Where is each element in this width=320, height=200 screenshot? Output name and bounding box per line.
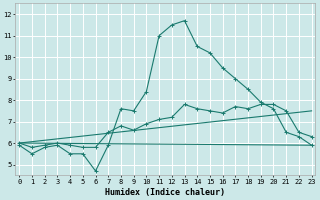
X-axis label: Humidex (Indice chaleur): Humidex (Indice chaleur) — [105, 188, 225, 197]
